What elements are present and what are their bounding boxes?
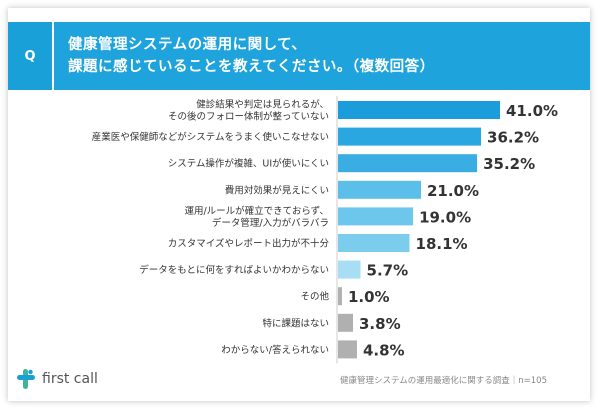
first-call-logo-icon (17, 369, 35, 389)
category-label-7: データをもとに何をすればよいかわからない (139, 264, 329, 276)
category-label-1-line-2: その後のフォロー体制が整っていない (168, 111, 329, 123)
value-label-7: 5.7% (367, 262, 409, 280)
category-label-5-line-1: 運用/ルールが確立できておらず、 (184, 205, 329, 217)
question-title-line-2: 課題に感じていることを教えてください。（複数回答） (68, 59, 435, 75)
category-label-1-line-1: 健診結果や判定は見られるが、 (196, 99, 329, 111)
source-note: 健康管理システムの運用最適化に関する調査｜n=105 (340, 376, 547, 386)
bar-4 (338, 180, 421, 199)
bar-10 (338, 340, 357, 359)
value-label-8: 1.0% (348, 288, 390, 306)
category-label-8: その他 (300, 291, 329, 303)
value-label-3: 35.2% (483, 155, 535, 173)
value-label-10: 4.8% (363, 341, 405, 359)
bar-3 (338, 154, 478, 173)
question-header: Q 健康管理システムの運用に関して、 課題に感じていることを教えてください。（複… (8, 22, 590, 90)
value-label-9: 3.8% (359, 315, 401, 333)
category-label-4: 費用対効果が見えにくい (225, 184, 329, 196)
question-badge: Q (8, 22, 52, 90)
value-label-6: 18.1% (416, 235, 468, 253)
bar-7 (338, 260, 361, 279)
bar-6 (338, 234, 410, 252)
bar-9 (338, 313, 354, 332)
category-label-9: 特に課題はない (262, 317, 329, 329)
category-label-5-line-2: データ管理/入力がバラバラ (212, 217, 329, 229)
category-label-3: システム操作が複雑、UIが使いにくい (168, 158, 329, 170)
question-title-line-1: 健康管理システムの運用に関して、 (68, 37, 307, 53)
first-call-logo: first call (16, 367, 98, 391)
category-label-10: わからない/答えられない (221, 344, 329, 356)
survey-card: Q 健康管理システムの運用に関して、 課題に感じていることを教えてください。（複… (8, 8, 590, 401)
bar-8 (338, 287, 342, 306)
bar-2 (338, 127, 482, 146)
value-label-4: 21.0% (427, 182, 479, 200)
category-label-6: カスタマイズやレポート出力が不十分 (168, 238, 330, 250)
category-label-2: 産業医や保健師などがシステムをうまく使いこなせない (92, 131, 329, 143)
bar-5 (338, 207, 414, 226)
question-title: 健康管理システムの運用に関して、 課題に感じていることを教えてください。（複数回… (54, 22, 590, 90)
bar-1 (338, 101, 500, 119)
value-label-1: 41.0% (506, 102, 558, 120)
logo-text: first call (42, 371, 98, 387)
value-label-2: 36.2% (487, 129, 539, 147)
value-label-5: 19.0% (419, 208, 471, 226)
